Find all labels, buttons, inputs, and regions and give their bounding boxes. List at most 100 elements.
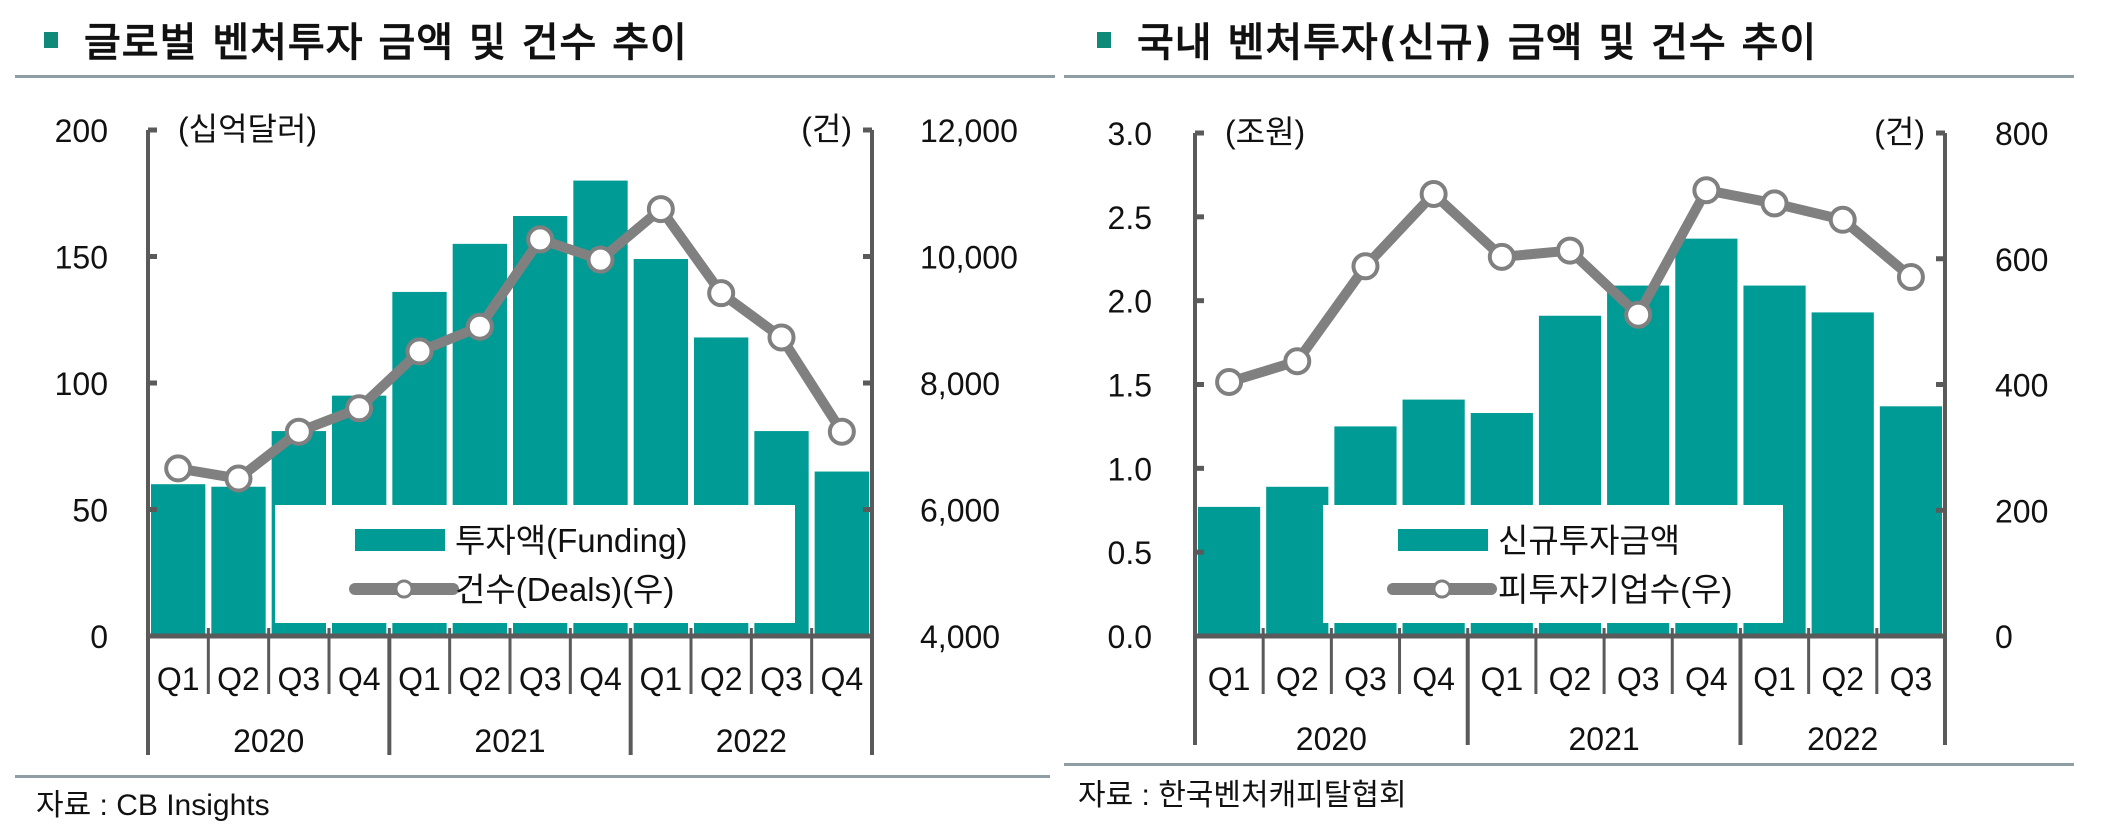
data-point: [767, 323, 796, 352]
category-label: Q4: [1412, 661, 1455, 697]
legend-label-bar: 투자액(Funding): [455, 522, 687, 559]
left-tick-label: 0.0: [1108, 619, 1152, 655]
bar: [211, 486, 266, 636]
data-point: [1419, 179, 1448, 208]
right-tick-label: 4,000: [920, 619, 1000, 655]
left-unit-label: (십억달러): [178, 111, 317, 147]
legend-label-bar: 신규투자금액: [1498, 522, 1680, 559]
title-divider: [15, 75, 1055, 78]
right-tick-label: 10,000: [920, 240, 1018, 276]
global-venture-chart: 투자액(Funding) 건수(Deals)(우) 0 50 100 150 200 4,00…: [55, 111, 1018, 759]
legend-box: [275, 505, 795, 623]
legend-box: [1323, 505, 1783, 623]
right-tick-label: 200: [1995, 493, 2048, 529]
category-label: Q2: [1276, 661, 1319, 697]
data-point: [345, 394, 374, 423]
left-tick-label: 100: [55, 366, 108, 402]
chart-title-text: 국내 벤처투자(신규) 금액 및 건수 추이: [1137, 20, 1818, 66]
data-point: [586, 245, 615, 274]
data-point: [1760, 189, 1789, 218]
footer-divider: [15, 775, 1050, 778]
data-point: [224, 464, 253, 493]
year-label: 2020: [233, 723, 304, 759]
category-label: Q2: [1549, 661, 1592, 697]
data-point: [1692, 176, 1721, 205]
data-point: [1487, 242, 1516, 271]
data-point: [646, 195, 675, 224]
right-tick-label: 6,000: [920, 493, 1000, 529]
year-label: 2022: [1807, 721, 1878, 757]
data-point: [827, 417, 856, 446]
legend-bar-swatch: [1398, 529, 1488, 551]
category-label: Q4: [579, 661, 622, 697]
left-tick-label: 50: [72, 493, 108, 529]
source-note: 자료 : 한국벤처캐피탈협회: [1078, 779, 1407, 812]
right-tick-label: 400: [1995, 368, 2048, 404]
bar: [1879, 406, 1942, 636]
category-label: Q3: [1890, 661, 1933, 697]
data-point: [1624, 300, 1653, 329]
year-label: 2021: [1568, 721, 1639, 757]
category-label: Q4: [338, 661, 381, 697]
right-tick-label: 0: [1995, 619, 2013, 655]
chart-title: 국내 벤처투자(신규) 금액 및 건수 추이: [1097, 10, 1817, 68]
right-tick-label: 12,000: [920, 113, 1018, 149]
category-label: Q1: [1753, 661, 1796, 697]
data-point: [1828, 205, 1857, 234]
left-tick-label: 1.5: [1108, 368, 1152, 404]
category-label: Q3: [1344, 661, 1387, 697]
bar: [151, 484, 206, 636]
legend-label-line: 피투자기업수(우): [1498, 571, 1733, 608]
title-divider: [1064, 75, 2074, 78]
left-unit-label: (조원): [1225, 114, 1305, 150]
right-unit-label: (건): [801, 111, 852, 147]
data-point: [164, 454, 193, 483]
bar: [814, 471, 869, 636]
data-point: [707, 279, 736, 308]
category-label: Q1: [398, 661, 441, 697]
category-label: Q3: [1617, 661, 1660, 697]
right-unit-label: (건): [1874, 114, 1925, 150]
left-tick-label: 150: [55, 240, 108, 276]
data-point: [1351, 252, 1380, 281]
category-label: Q2: [1821, 661, 1864, 697]
data-point: [1283, 347, 1312, 376]
category-label: Q2: [458, 661, 501, 697]
category-label: Q2: [217, 661, 260, 697]
global-venture-panel: 글로벌 벤처투자 금액 및 건수 추이 투자액(Funding) 건수(Deals…: [0, 0, 1060, 822]
data-point: [284, 417, 313, 446]
category-label: Q1: [639, 661, 682, 697]
year-label: 2022: [716, 723, 787, 759]
year-label: 2020: [1296, 721, 1367, 757]
chart-title-text: 글로벌 벤처투자 금액 및 건수 추이: [84, 20, 688, 66]
category-label: Q3: [519, 661, 562, 697]
right-tick-label: 800: [1995, 116, 2048, 152]
left-tick-label: 3.0: [1108, 116, 1152, 152]
legend-marker: [1432, 579, 1452, 599]
data-point: [405, 337, 434, 366]
footer-divider: [1064, 763, 2074, 766]
left-tick-label: 1.0: [1108, 451, 1152, 487]
data-point: [1556, 236, 1584, 265]
bar: [1198, 506, 1261, 636]
legend-bar-swatch: [355, 529, 445, 551]
legend-marker: [394, 579, 414, 599]
category-label: Q3: [277, 661, 320, 697]
year-label: 2021: [474, 723, 545, 759]
right-tick-label: 600: [1995, 242, 2048, 278]
right-tick-label: 8,000: [920, 366, 1000, 402]
data-point: [465, 312, 494, 341]
left-tick-label: 0.5: [1108, 535, 1152, 571]
category-label: Q2: [700, 661, 743, 697]
title-bullet-icon: [1097, 32, 1111, 48]
category-label: Q1: [157, 661, 200, 697]
left-tick-label: 2.5: [1108, 200, 1152, 236]
data-point: [1215, 367, 1244, 396]
chart-title: 글로벌 벤처투자 금액 및 건수 추이: [44, 10, 688, 68]
title-bullet-icon: [44, 32, 58, 48]
source-note: 자료 : CB Insights: [36, 789, 270, 822]
bar: [1811, 312, 1874, 636]
left-tick-label: 0: [90, 619, 108, 655]
